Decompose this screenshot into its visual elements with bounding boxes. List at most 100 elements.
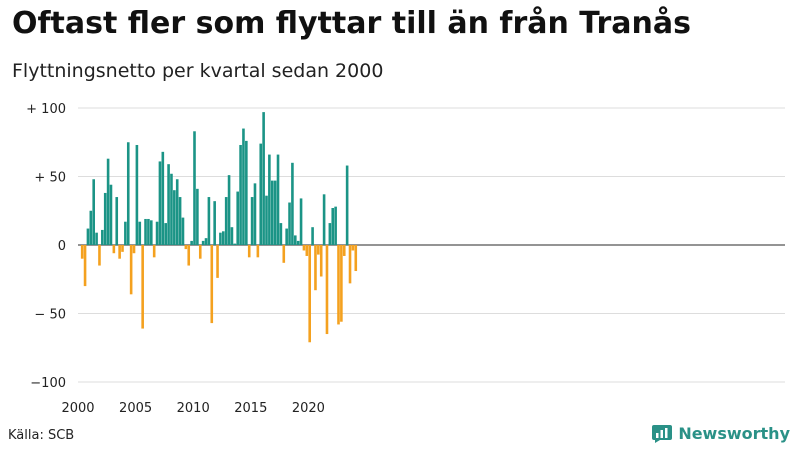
bar	[173, 190, 176, 245]
bar	[268, 154, 271, 245]
bar	[276, 154, 280, 245]
bar	[155, 221, 159, 245]
bar	[288, 202, 291, 245]
bar	[147, 218, 150, 245]
bar	[222, 231, 225, 245]
bar	[80, 245, 84, 259]
bar	[201, 240, 205, 245]
bar	[305, 245, 309, 256]
bar	[245, 140, 248, 245]
bar	[132, 245, 136, 254]
bar	[259, 143, 263, 245]
bars	[80, 112, 358, 343]
bar	[92, 179, 95, 245]
bar	[311, 227, 314, 245]
bar	[196, 188, 199, 245]
bar	[299, 198, 303, 245]
bar	[282, 245, 286, 263]
x-tick-label: 2015	[234, 401, 267, 416]
bar	[175, 179, 179, 245]
source-label: Källa: SCB	[8, 428, 75, 443]
bar	[314, 245, 317, 291]
bar	[227, 175, 231, 245]
bar	[86, 228, 90, 245]
bar	[345, 165, 349, 245]
bar	[141, 245, 144, 329]
y-tick-label: + 100	[26, 102, 66, 117]
bar	[224, 197, 228, 245]
bar	[135, 144, 139, 245]
bar	[112, 245, 116, 254]
bar	[207, 197, 211, 245]
bar	[124, 221, 127, 245]
bar	[126, 142, 130, 245]
chart-subtitle: Flyttningsnetto per kvartal sedan 2000	[12, 60, 384, 82]
bar	[152, 245, 156, 258]
y-tick-label: −100	[30, 376, 66, 391]
bar	[242, 128, 245, 245]
x-tick-label: 2010	[177, 401, 210, 416]
bar	[161, 151, 165, 245]
x-tick-label: 2000	[61, 401, 94, 416]
bar	[89, 210, 93, 245]
bar	[216, 245, 219, 278]
bar	[164, 223, 167, 245]
bar	[236, 191, 239, 245]
bar	[219, 232, 222, 245]
bar	[103, 192, 107, 245]
bar	[115, 197, 119, 245]
bar	[239, 144, 242, 245]
bar	[279, 223, 283, 245]
bar	[250, 197, 254, 245]
y-tick-label: − 50	[34, 308, 66, 323]
bar	[273, 180, 277, 245]
bar	[144, 218, 147, 245]
y-tick-label: + 50	[34, 171, 66, 186]
bar	[294, 235, 297, 245]
brand-logo: Newsworthy	[652, 424, 790, 443]
bar	[328, 223, 332, 245]
bar	[190, 240, 193, 245]
bar	[285, 228, 288, 245]
x-tick-label: 2005	[119, 401, 152, 416]
bar	[121, 245, 124, 252]
bar	[129, 245, 133, 295]
bar	[296, 240, 300, 245]
bar	[334, 206, 337, 245]
bar	[106, 158, 110, 245]
bar	[233, 243, 237, 245]
bar	[291, 162, 294, 245]
gridlines	[78, 107, 785, 383]
axes: + 100 + 50 0 − 50 −100 2000 2005 2010 2015 2020	[26, 102, 325, 416]
bar	[253, 183, 257, 245]
bar	[247, 245, 251, 258]
bar	[158, 161, 162, 245]
bar	[331, 208, 335, 245]
bar	[210, 245, 214, 324]
bar	[256, 245, 260, 258]
bar	[101, 229, 104, 245]
bar	[167, 164, 170, 245]
bar	[187, 245, 191, 266]
bar	[270, 180, 274, 245]
bar	[83, 245, 87, 287]
bar	[109, 184, 113, 245]
bar	[265, 195, 268, 245]
brand-name: Newsworthy	[678, 424, 790, 443]
bar	[138, 221, 142, 245]
bar	[354, 245, 358, 272]
bar	[319, 245, 323, 277]
bar	[337, 245, 340, 325]
bar	[181, 217, 185, 245]
bar	[170, 173, 173, 245]
bar	[317, 245, 320, 255]
bar	[322, 194, 326, 245]
bar	[178, 197, 182, 245]
bar	[98, 245, 101, 266]
bar	[230, 227, 234, 245]
bar	[213, 201, 216, 245]
y-tick-label: 0	[58, 239, 66, 254]
bar	[325, 245, 329, 335]
bar	[340, 245, 343, 322]
bar	[184, 245, 188, 250]
